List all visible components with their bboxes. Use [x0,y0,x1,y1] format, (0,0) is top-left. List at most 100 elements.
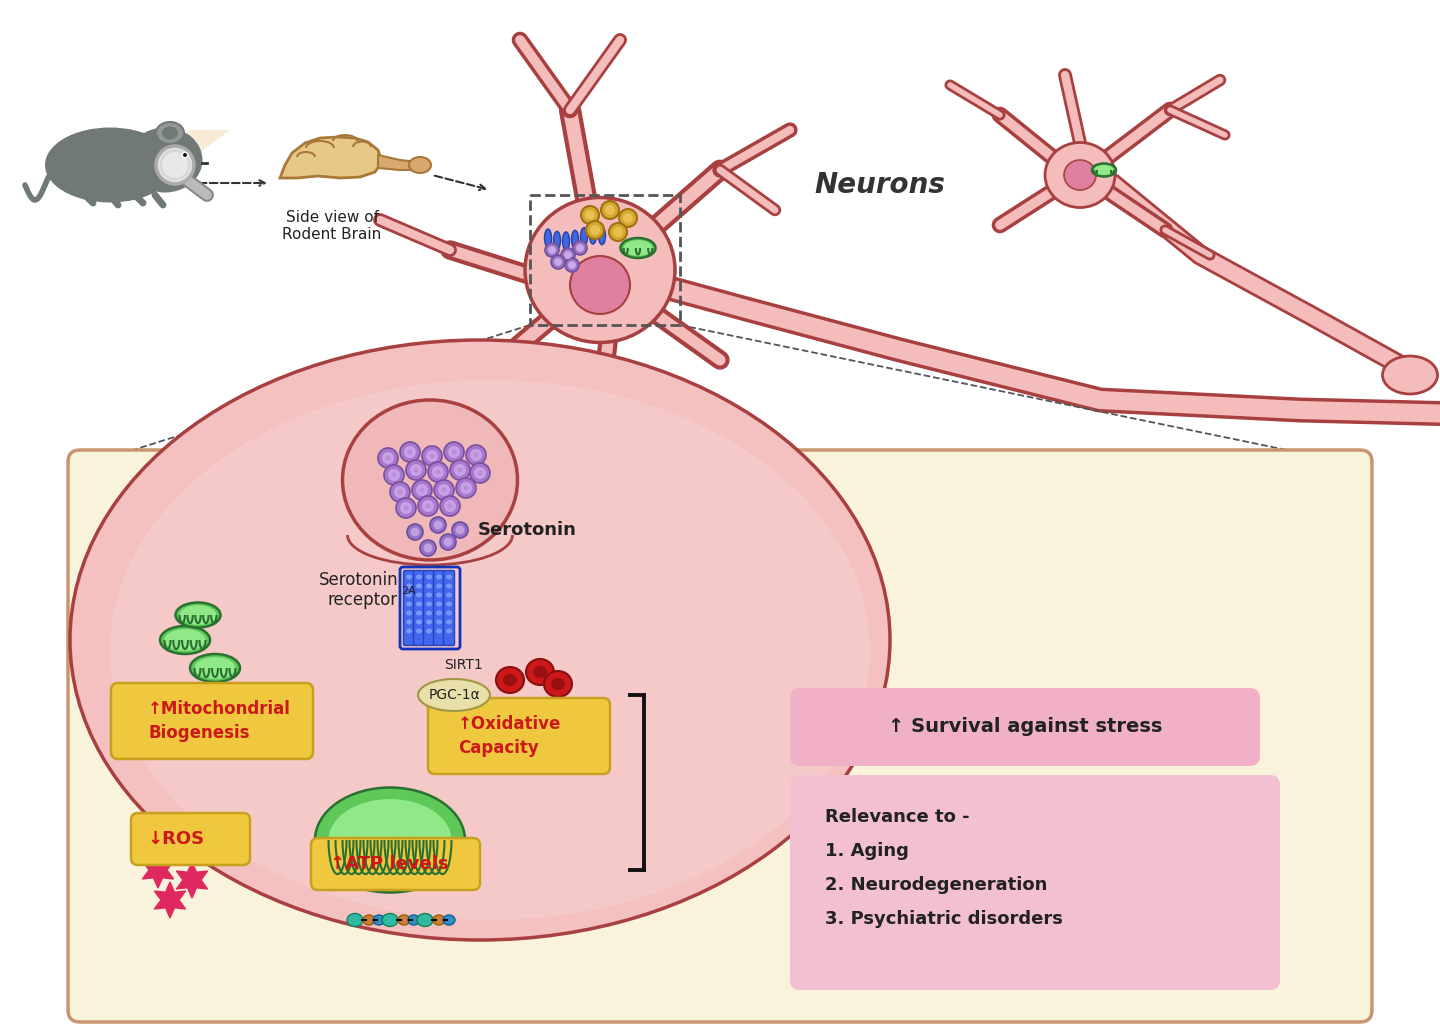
Ellipse shape [382,452,395,464]
Ellipse shape [408,449,412,454]
Ellipse shape [621,238,655,258]
Text: Relevance to -: Relevance to - [825,808,969,827]
Ellipse shape [406,620,412,624]
Ellipse shape [552,678,564,690]
Ellipse shape [416,620,422,624]
Ellipse shape [619,209,636,227]
Ellipse shape [71,340,890,940]
Ellipse shape [347,914,363,926]
Ellipse shape [544,229,552,247]
Ellipse shape [384,465,405,485]
Ellipse shape [156,146,194,184]
Text: Serotonin: Serotonin [318,571,397,589]
Ellipse shape [377,448,397,468]
FancyBboxPatch shape [68,450,1372,1022]
Ellipse shape [469,463,490,483]
Ellipse shape [452,449,456,454]
Ellipse shape [1382,356,1437,394]
Ellipse shape [426,584,432,588]
FancyBboxPatch shape [444,571,455,646]
FancyBboxPatch shape [111,683,312,759]
Ellipse shape [406,584,412,588]
Ellipse shape [585,210,595,220]
Text: 1. Aging: 1. Aging [825,842,909,860]
Ellipse shape [343,400,517,560]
Ellipse shape [400,442,420,462]
Ellipse shape [441,534,456,550]
Ellipse shape [109,380,870,920]
Ellipse shape [564,258,579,272]
Text: 2. Neurodegeneration: 2. Neurodegeneration [825,876,1047,894]
FancyBboxPatch shape [791,775,1280,990]
Ellipse shape [416,628,422,633]
Ellipse shape [164,629,206,651]
Text: ↓ROS: ↓ROS [148,830,204,848]
Ellipse shape [544,243,559,257]
Ellipse shape [442,487,446,492]
Text: SIRT1: SIRT1 [444,658,482,672]
Ellipse shape [609,223,626,241]
Ellipse shape [526,659,554,685]
Ellipse shape [474,467,487,479]
Ellipse shape [426,611,432,616]
Ellipse shape [576,244,585,252]
Ellipse shape [128,127,203,192]
Ellipse shape [416,584,422,588]
Ellipse shape [387,469,400,481]
Ellipse shape [562,248,575,262]
FancyBboxPatch shape [403,571,415,646]
Ellipse shape [452,522,468,538]
Ellipse shape [397,489,403,494]
Ellipse shape [419,487,425,492]
Text: PGC-1α: PGC-1α [428,688,480,702]
Text: Side view of
Rodent Brain: Side view of Rodent Brain [282,210,382,243]
Text: Neurons: Neurons [815,171,946,199]
Ellipse shape [444,442,464,462]
Ellipse shape [416,611,422,616]
FancyBboxPatch shape [791,688,1260,766]
Ellipse shape [573,241,588,255]
Ellipse shape [436,620,442,624]
Ellipse shape [408,915,420,925]
Polygon shape [160,130,230,160]
Ellipse shape [406,460,426,480]
Ellipse shape [413,468,419,473]
Ellipse shape [580,206,599,224]
Ellipse shape [1064,160,1096,190]
Ellipse shape [426,620,432,624]
Ellipse shape [418,680,490,711]
Ellipse shape [328,799,452,881]
Ellipse shape [426,592,432,597]
Ellipse shape [449,460,469,480]
Ellipse shape [433,520,442,529]
Ellipse shape [426,575,432,580]
Ellipse shape [444,538,452,547]
Ellipse shape [478,471,482,476]
Ellipse shape [156,122,184,144]
Ellipse shape [416,484,428,495]
Ellipse shape [438,484,449,495]
Ellipse shape [406,592,412,597]
Ellipse shape [552,255,564,269]
Ellipse shape [441,495,459,516]
Ellipse shape [446,601,452,607]
Polygon shape [177,862,207,898]
Text: Serotonin: Serotonin [478,521,577,539]
Ellipse shape [392,473,396,477]
Ellipse shape [390,482,410,502]
Ellipse shape [563,232,569,250]
Ellipse shape [436,592,442,597]
Ellipse shape [425,504,431,509]
Ellipse shape [183,153,187,157]
Ellipse shape [495,667,524,693]
Ellipse shape [416,592,422,597]
Ellipse shape [406,575,412,580]
Ellipse shape [436,584,442,588]
Ellipse shape [503,674,517,686]
Ellipse shape [448,504,452,509]
Ellipse shape [431,517,446,533]
Ellipse shape [423,544,432,552]
Ellipse shape [418,495,438,516]
Ellipse shape [386,455,390,461]
Ellipse shape [405,446,416,458]
